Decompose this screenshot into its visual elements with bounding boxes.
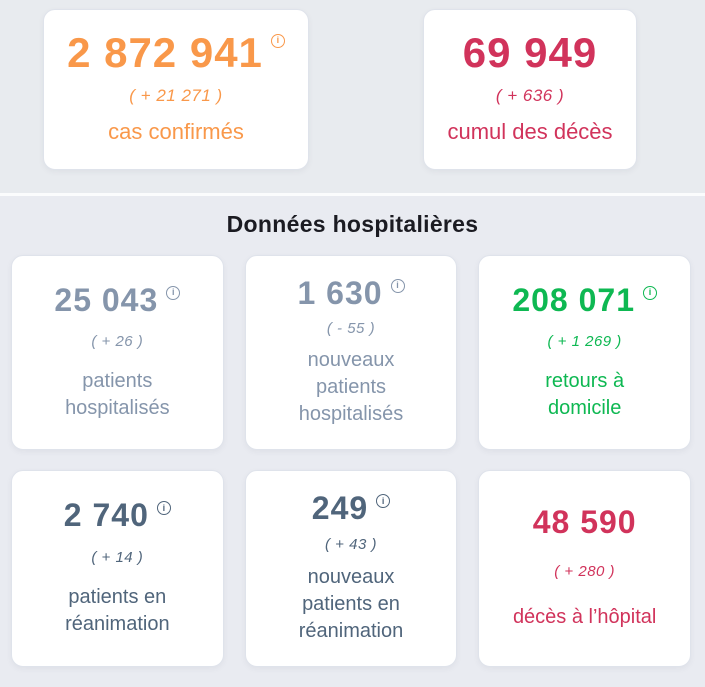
stat-value-row: 2 872 941 i xyxy=(67,28,285,76)
info-icon[interactable]: i xyxy=(643,285,657,300)
stat-value-row: 2 740 i xyxy=(64,499,171,531)
info-icon[interactable]: i xyxy=(156,501,171,515)
stat-label: patients en réanimation xyxy=(65,586,170,635)
stat-card-icu-patients: 2 740 i ( + 14 ) patients en réanimation xyxy=(11,470,224,667)
stat-value-row: 25 043 i xyxy=(54,281,181,318)
stat-value: 69 949 xyxy=(462,28,598,76)
info-icon[interactable]: i xyxy=(270,33,285,48)
info-icon[interactable]: i xyxy=(166,285,181,300)
stat-value-row: 249 i xyxy=(311,490,391,527)
stat-label: décès à l’hôpital xyxy=(512,606,657,629)
stat-value: 1 630 xyxy=(297,274,383,311)
summary-section: 2 872 941 i ( + 21 271 ) cas confirmés 6… xyxy=(0,0,705,193)
stat-card-confirmed-cases: 2 872 941 i ( + 21 271 ) cas confirmés xyxy=(43,9,309,170)
stat-delta: ( + 636 ) xyxy=(495,85,565,105)
stat-value: 2 872 941 xyxy=(67,28,263,76)
stat-value-row: 1 630 i xyxy=(297,274,405,311)
info-icon[interactable]: i xyxy=(376,494,391,509)
stat-label: retours à domicile xyxy=(545,369,625,419)
hospital-cards-grid: 25 043 i ( + 26 ) patients hospitalisés … xyxy=(11,255,691,667)
stat-value-row: 69 949 xyxy=(462,28,598,76)
info-icon[interactable]: i xyxy=(390,278,405,293)
stat-value: 208 071 xyxy=(512,281,635,318)
stat-card-total-deaths: 69 949 ( + 636 ) cumul des décès xyxy=(423,9,637,170)
stat-label: cas confirmés xyxy=(108,119,244,145)
stat-card-new-hospitalized-patients: 1 630 i ( - 55 ) nouveaux patients hospi… xyxy=(244,255,458,450)
stat-label: nouveaux patients en réanimation xyxy=(298,565,404,642)
stat-value: 2 740 xyxy=(63,497,149,533)
stat-value-row: 48 590 xyxy=(533,506,637,538)
stat-card-new-icu-patients: 249 i ( + 43 ) nouveaux patients en réan… xyxy=(244,470,458,667)
section-divider xyxy=(0,193,705,196)
stat-value: 48 590 xyxy=(532,503,637,540)
stat-card-returned-home: 208 071 i ( + 1 269 ) retours à domicile xyxy=(478,255,691,450)
stat-delta: ( + 21 271 ) xyxy=(129,85,223,105)
stat-card-hospitalized-patients: 25 043 i ( + 26 ) patients hospitalisés xyxy=(11,255,224,450)
stat-delta: ( + 43 ) xyxy=(325,535,377,553)
stat-delta: ( + 26 ) xyxy=(91,333,144,350)
stat-label: cumul des décès xyxy=(447,119,613,145)
stat-label: patients hospitalisés xyxy=(65,369,170,419)
stat-delta: ( - 55 ) xyxy=(326,319,376,337)
stat-delta: ( + 14 ) xyxy=(91,549,144,566)
stat-delta: ( + 1 269 ) xyxy=(547,333,622,350)
section-title: Données hospitalières xyxy=(226,211,479,237)
stat-label: nouveaux patients hospitalisés xyxy=(298,349,404,426)
stat-delta: ( + 280 ) xyxy=(554,562,616,580)
hospital-section: Données hospitalières 25 043 i ( + 26 ) … xyxy=(0,196,705,687)
stat-value: 25 043 xyxy=(54,281,159,318)
stat-card-hospital-deaths: 48 590 ( + 280 ) décès à l’hôpital xyxy=(478,470,691,667)
stat-value-row: 208 071 i xyxy=(512,284,657,316)
stat-value: 249 xyxy=(311,490,369,527)
